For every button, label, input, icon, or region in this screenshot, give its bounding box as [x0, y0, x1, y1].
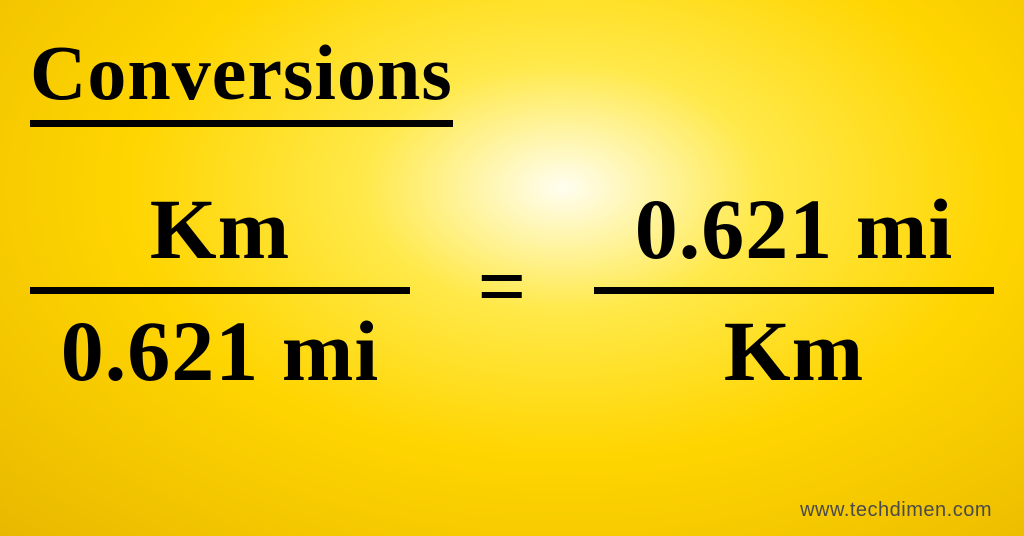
conversion-equation: Km 0.621 mi = 0.621 mi Km	[30, 180, 994, 401]
fraction-bar	[30, 287, 410, 294]
left-denominator: 0.621 mi	[61, 302, 380, 401]
watermark: www.techdimen.com	[800, 499, 992, 522]
page-title: Conversions	[30, 28, 453, 127]
right-numerator: 0.621 mi	[635, 180, 954, 279]
left-numerator: Km	[150, 180, 291, 279]
fraction-bar	[594, 287, 994, 294]
right-fraction: 0.621 mi Km	[594, 180, 994, 401]
left-fraction: Km 0.621 mi	[30, 180, 410, 401]
right-denominator: Km	[724, 302, 865, 401]
equals-sign: =	[477, 236, 526, 336]
